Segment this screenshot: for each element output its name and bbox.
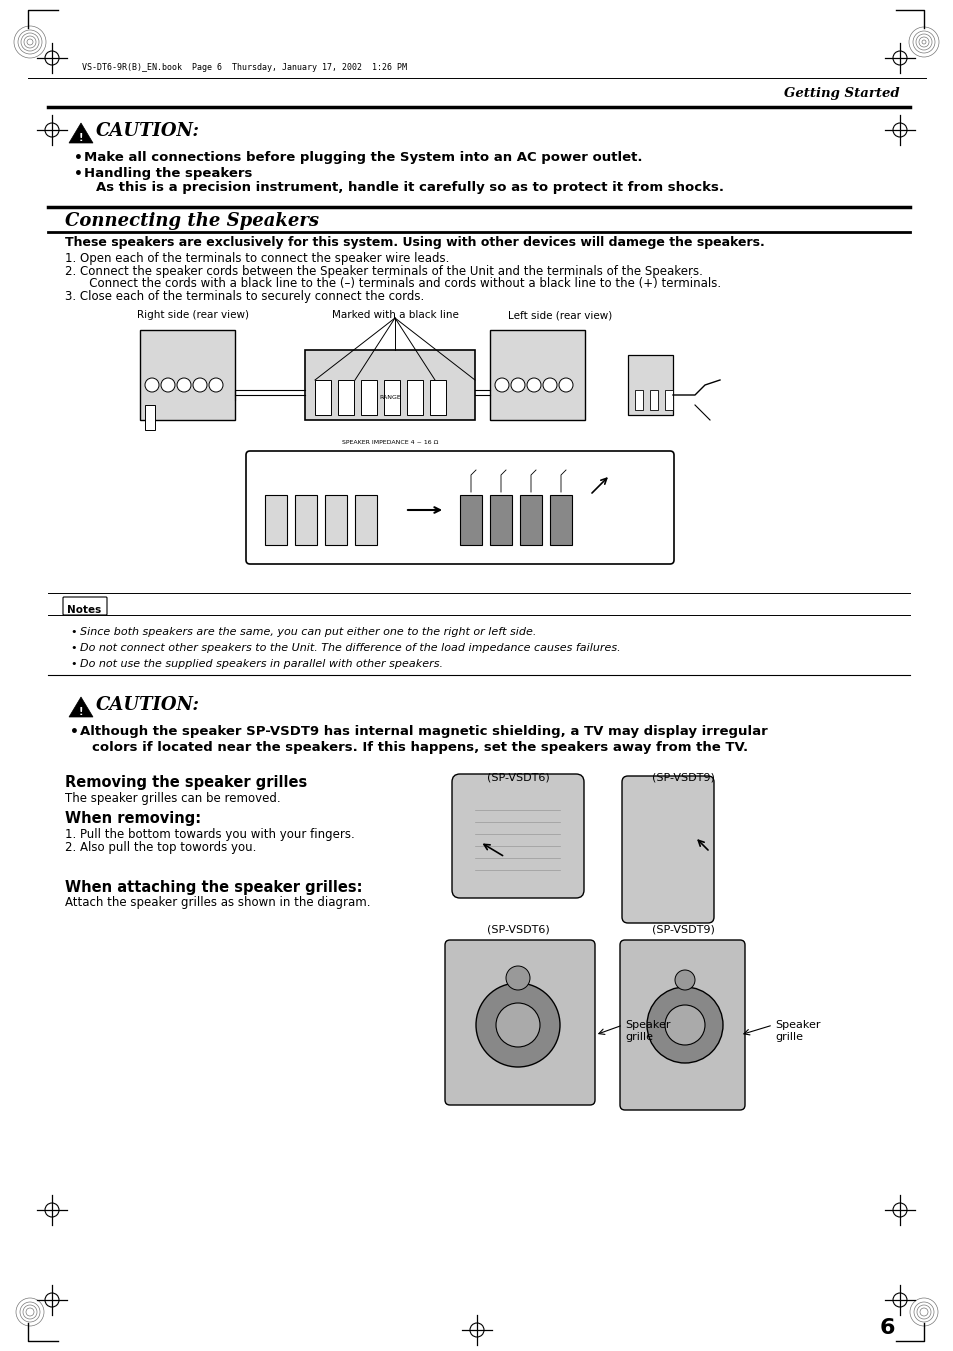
FancyBboxPatch shape	[63, 597, 107, 615]
Circle shape	[496, 1002, 539, 1047]
Circle shape	[193, 378, 207, 392]
Text: 6: 6	[879, 1319, 894, 1337]
Bar	[355, 494, 376, 544]
Bar	[635, 390, 642, 409]
Text: These speakers are exclusively for this system. Using with other devices will da: These speakers are exclusively for this …	[65, 236, 764, 249]
Text: The speaker grilles can be removed.: The speaker grilles can be removed.	[65, 792, 280, 805]
Text: SPEAKER IMPEDANCE 4 ~ 16 Ω: SPEAKER IMPEDANCE 4 ~ 16 Ω	[341, 440, 437, 444]
Text: Notes: Notes	[67, 605, 101, 615]
Text: •: •	[74, 151, 83, 165]
Text: Removing the speaker grilles: Removing the speaker grilles	[65, 775, 307, 790]
Circle shape	[209, 378, 223, 392]
Bar	[490, 330, 584, 420]
Circle shape	[526, 378, 540, 392]
Text: Make all connections before plugging the System into an AC power outlet.: Make all connections before plugging the…	[84, 151, 641, 163]
Circle shape	[558, 378, 573, 392]
Text: VS-DT6-9R(B)_EN.book  Page 6  Thursday, January 17, 2002  1:26 PM: VS-DT6-9R(B)_EN.book Page 6 Thursday, Ja…	[82, 63, 407, 72]
Bar	[337, 380, 354, 415]
Text: 2. Also pull the top towords you.: 2. Also pull the top towords you.	[65, 842, 256, 854]
Text: Do not use the supplied speakers in parallel with other speakers.: Do not use the supplied speakers in para…	[80, 659, 442, 669]
Text: Left side (rear view): Left side (rear view)	[507, 309, 612, 320]
Bar	[490, 494, 512, 544]
Bar	[314, 380, 331, 415]
Polygon shape	[69, 697, 92, 717]
Bar	[305, 350, 475, 420]
Bar	[664, 390, 672, 409]
Circle shape	[646, 988, 722, 1063]
Circle shape	[505, 966, 530, 990]
Bar	[519, 494, 541, 544]
Text: (SP-VSDT9): (SP-VSDT9)	[651, 771, 714, 782]
Bar	[360, 380, 376, 415]
Text: Speaker
grille: Speaker grille	[624, 1020, 670, 1042]
Bar	[294, 494, 316, 544]
Text: Handling the speakers: Handling the speakers	[84, 168, 253, 180]
Text: As this is a precision instrument, handle it carefully so as to protect it from : As this is a precision instrument, handl…	[96, 181, 723, 195]
Circle shape	[145, 378, 159, 392]
Text: Connecting the Speakers: Connecting the Speakers	[65, 212, 318, 230]
Text: •: •	[70, 627, 76, 638]
Bar	[145, 405, 154, 430]
FancyBboxPatch shape	[621, 775, 713, 923]
Text: !: !	[79, 707, 83, 717]
Text: (SP-VSDT6): (SP-VSDT6)	[486, 771, 549, 782]
Text: Speaker
grille: Speaker grille	[774, 1020, 820, 1042]
Text: Do not connect other speakers to the Unit. The difference of the load impedance : Do not connect other speakers to the Uni…	[80, 643, 620, 653]
Circle shape	[542, 378, 557, 392]
Text: !: !	[79, 132, 83, 143]
Text: (SP-VSDT9): (SP-VSDT9)	[651, 925, 714, 935]
Bar	[325, 494, 347, 544]
Text: colors if located near the speakers. If this happens, set the speakers away from: colors if located near the speakers. If …	[91, 740, 747, 754]
Text: •: •	[70, 659, 76, 669]
Text: Marked with a black line: Marked with a black line	[332, 309, 458, 320]
Text: Right side (rear view): Right side (rear view)	[137, 309, 249, 320]
Circle shape	[495, 378, 509, 392]
Text: •: •	[74, 168, 83, 181]
Circle shape	[476, 984, 559, 1067]
Text: CAUTION:: CAUTION:	[96, 696, 200, 713]
Text: Connect the cords with a black line to the (–) terminals and cords without a bla: Connect the cords with a black line to t…	[78, 277, 720, 290]
Text: Attach the speaker grilles as shown in the diagram.: Attach the speaker grilles as shown in t…	[65, 896, 370, 909]
Text: •: •	[70, 643, 76, 653]
Circle shape	[664, 1005, 704, 1046]
FancyBboxPatch shape	[452, 774, 583, 898]
Bar	[265, 494, 287, 544]
FancyBboxPatch shape	[246, 451, 673, 563]
Circle shape	[177, 378, 191, 392]
Text: CAUTION:: CAUTION:	[96, 122, 200, 141]
Text: 1. Pull the bottom towards you with your fingers.: 1. Pull the bottom towards you with your…	[65, 828, 355, 842]
Text: 2. Connect the speaker cords between the Speaker terminals of the Unit and the t: 2. Connect the speaker cords between the…	[65, 265, 702, 278]
FancyBboxPatch shape	[444, 940, 595, 1105]
Bar	[627, 355, 672, 415]
Bar	[550, 494, 572, 544]
Polygon shape	[69, 123, 92, 143]
Text: When removing:: When removing:	[65, 811, 201, 825]
Text: Since both speakers are the same, you can put either one to the right or left si: Since both speakers are the same, you ca…	[80, 627, 536, 638]
Text: •: •	[70, 725, 79, 739]
Circle shape	[511, 378, 524, 392]
Text: Getting Started: Getting Started	[783, 86, 899, 100]
Text: When attaching the speaker grilles:: When attaching the speaker grilles:	[65, 880, 362, 894]
Circle shape	[161, 378, 174, 392]
Text: 1. Open each of the terminals to connect the speaker wire leads.: 1. Open each of the terminals to connect…	[65, 253, 449, 265]
Bar	[407, 380, 422, 415]
Text: RANGE: RANGE	[378, 394, 400, 400]
FancyBboxPatch shape	[619, 940, 744, 1111]
Bar	[459, 494, 481, 544]
Text: (SP-VSDT6): (SP-VSDT6)	[486, 925, 549, 935]
Text: Although the speaker SP-VSDT9 has internal magnetic shielding, a TV may display : Although the speaker SP-VSDT9 has intern…	[80, 725, 767, 738]
Bar	[384, 380, 399, 415]
Text: 3. Close each of the terminals to securely connect the cords.: 3. Close each of the terminals to secure…	[65, 290, 424, 303]
Bar	[140, 330, 234, 420]
Circle shape	[675, 970, 695, 990]
Bar	[430, 380, 446, 415]
Bar	[649, 390, 658, 409]
